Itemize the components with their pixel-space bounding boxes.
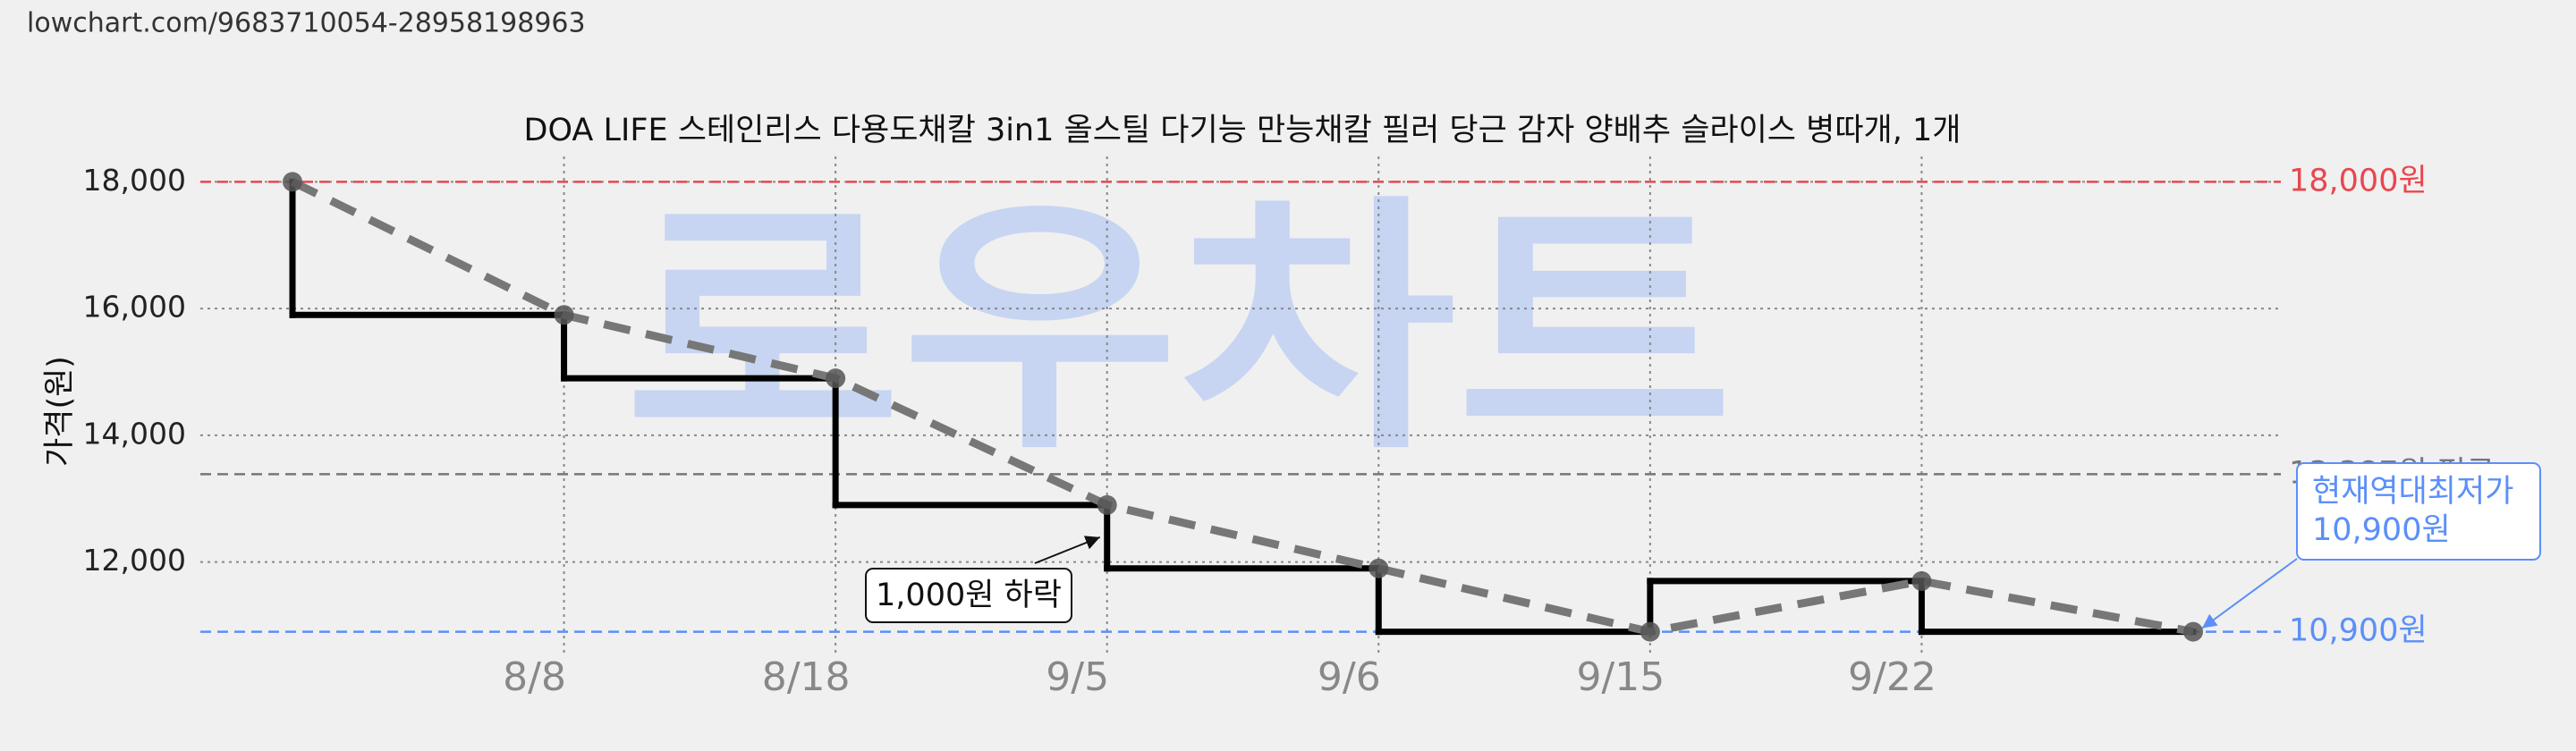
annotation-text: 현재역대최저가	[2312, 474, 2513, 510]
trend-line	[291, 178, 2194, 637]
point	[1368, 558, 1389, 578]
point	[554, 305, 574, 325]
point	[1640, 621, 1660, 642]
x-tick-label: 9/15	[1576, 654, 1665, 700]
reference-label: 10,900원	[2289, 613, 2428, 649]
point	[826, 368, 846, 389]
reference-label: 18,000원	[2289, 163, 2428, 198]
point	[283, 172, 302, 192]
x-tick-label: 9/6	[1318, 654, 1381, 700]
y-tick-label: 16,000	[83, 290, 186, 325]
chart-title: DOA LIFE 스테인리스 다용도채칼 3in1 올스틸 다기능 만능채칼 필…	[524, 113, 1962, 148]
y-tick-label: 12,000	[83, 543, 186, 578]
annotation-arrow	[2201, 558, 2298, 629]
x-tick-label: 9/22	[1848, 654, 1936, 700]
annotation-arrow	[1034, 536, 1101, 564]
x-tick-label: 8/18	[762, 654, 851, 700]
x-tick-label: 9/5	[1046, 654, 1109, 700]
point	[2183, 621, 2203, 642]
y-tick-label: 18,000	[83, 163, 186, 198]
watermark: 로우차트	[624, 173, 1733, 485]
annotation-box	[2296, 462, 2541, 561]
y-axis-label: 가격(원)	[42, 356, 78, 467]
page-url: lowchart.com/9683710054-28958198963	[27, 8, 586, 39]
y-tick-label: 14,000	[83, 416, 186, 451]
annotation-text: 10,900원	[2312, 512, 2451, 548]
annotation-text: 1,000원 하락	[876, 578, 1062, 613]
annotation-box	[865, 568, 1072, 623]
point	[1911, 570, 1932, 591]
point	[1097, 494, 1117, 515]
x-tick-label: 8/8	[503, 654, 566, 700]
